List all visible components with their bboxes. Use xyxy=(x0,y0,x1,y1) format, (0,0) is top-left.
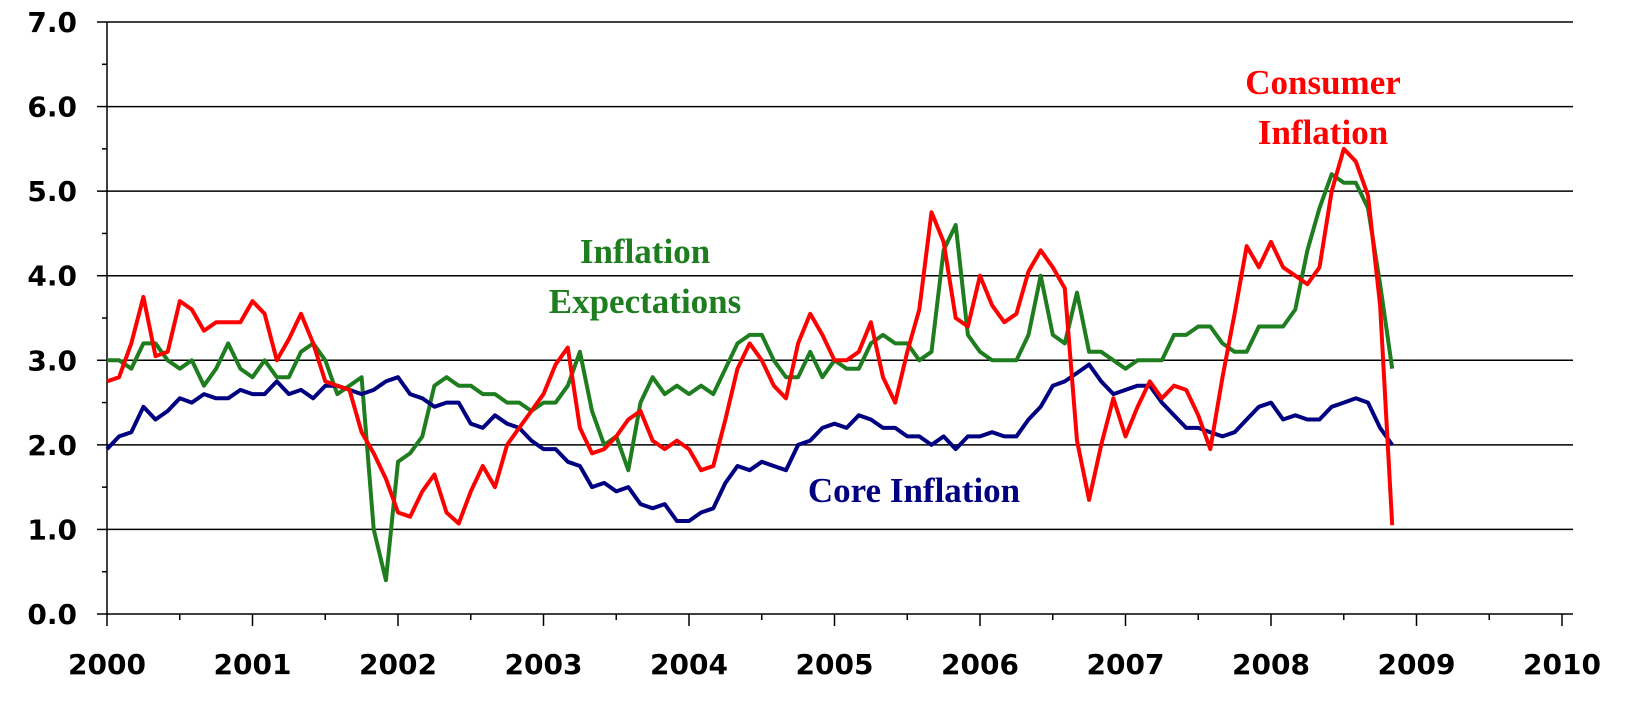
series-label: Expectations xyxy=(549,282,742,321)
series-line xyxy=(106,146,1395,526)
series-label: Core Inflation xyxy=(808,471,1020,510)
x-tick-label: 2008 xyxy=(1232,648,1310,681)
x-tick-label: 2003 xyxy=(505,648,583,681)
series-label: Consumer xyxy=(1245,63,1401,102)
y-tick-label: 5.0 xyxy=(27,175,77,208)
series-line xyxy=(107,172,1395,583)
y-tick-label: 6.0 xyxy=(27,91,77,124)
x-tick-label: 2001 xyxy=(214,648,292,681)
y-tick-label: 1.0 xyxy=(27,513,77,546)
x-tick-label: 2006 xyxy=(941,648,1019,681)
y-tick-label: 4.0 xyxy=(27,260,77,293)
y-tick-label: 0.0 xyxy=(27,598,77,631)
x-tick-label: 2007 xyxy=(1087,648,1165,681)
series-line xyxy=(105,362,1394,523)
y-tick-label: 7.0 xyxy=(27,6,77,39)
series-label: Inflation xyxy=(1258,113,1388,152)
x-tick-label: 2005 xyxy=(796,648,874,681)
series-label: Inflation xyxy=(580,232,710,271)
y-tick-label: 3.0 xyxy=(27,344,77,377)
x-tick-label: 2010 xyxy=(1523,648,1601,681)
x-tick-label: 2002 xyxy=(359,648,437,681)
x-tick-label: 2004 xyxy=(650,648,728,681)
y-tick-label: 2.0 xyxy=(27,429,77,462)
x-tick-label: 2009 xyxy=(1378,648,1456,681)
x-tick-label: 2000 xyxy=(68,648,146,681)
